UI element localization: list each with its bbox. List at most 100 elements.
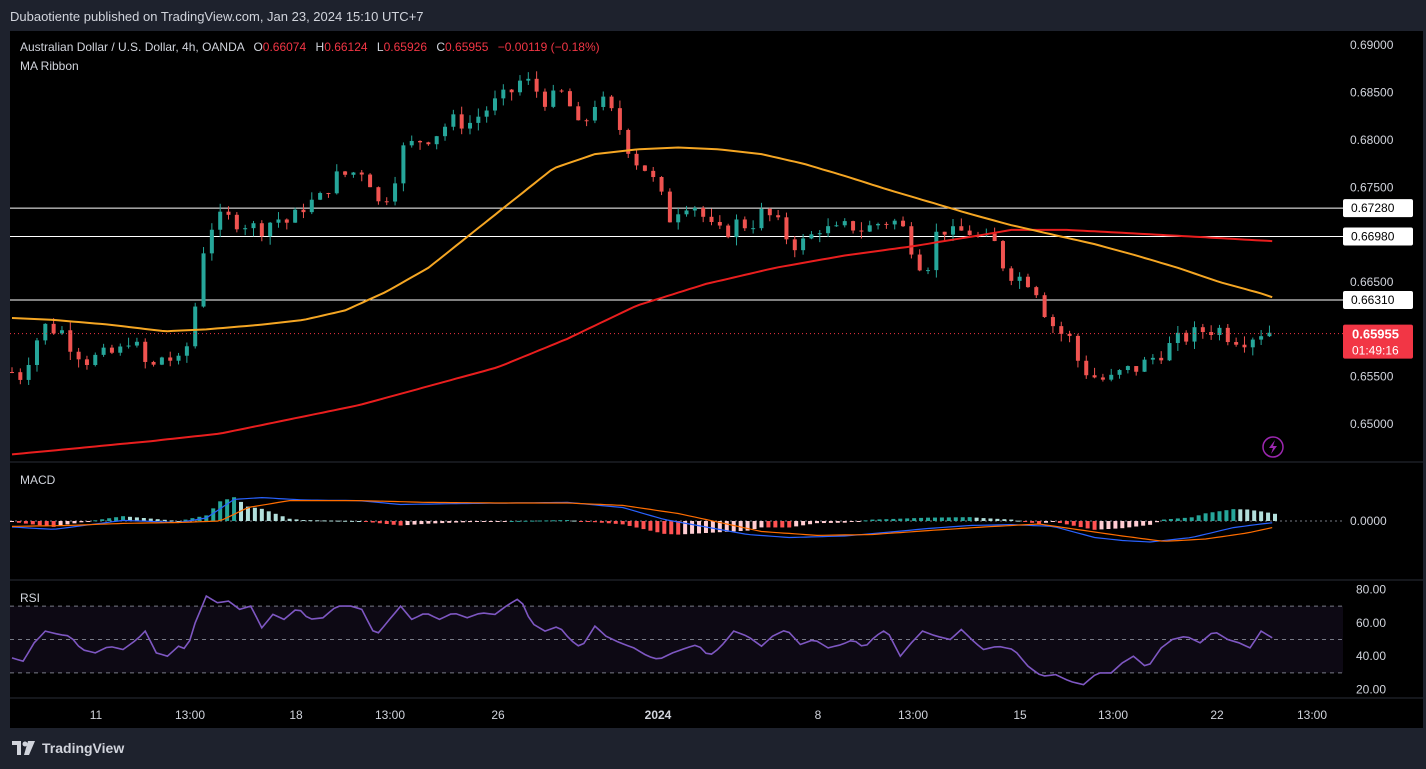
macd-histogram-bar[interactable] <box>717 521 722 533</box>
candle-body[interactable] <box>1259 336 1264 340</box>
macd-histogram-bar[interactable] <box>37 521 42 526</box>
macd-histogram-bar[interactable] <box>1009 519 1014 521</box>
macd-histogram-bar[interactable] <box>1217 511 1222 521</box>
macd-histogram-bar[interactable] <box>266 511 271 521</box>
candle-body[interactable] <box>1050 317 1055 327</box>
macd-histogram-bar[interactable] <box>183 519 188 521</box>
candle-body[interactable] <box>359 172 364 175</box>
candle-body[interactable] <box>651 170 656 178</box>
candle-body[interactable] <box>526 78 531 81</box>
candle-body[interactable] <box>1225 327 1230 343</box>
macd-histogram-bar[interactable] <box>766 521 771 528</box>
macd-histogram-bar[interactable] <box>710 521 715 533</box>
macd-histogram-bar[interactable] <box>412 521 417 525</box>
macd-histogram-bar[interactable] <box>752 521 757 529</box>
candle-body[interactable] <box>534 78 539 92</box>
macd-histogram-bar[interactable] <box>1175 518 1180 521</box>
candle-body[interactable] <box>1075 335 1080 361</box>
candle-body[interactable] <box>1192 327 1197 342</box>
candle-body[interactable] <box>634 153 639 166</box>
macd-histogram-bar[interactable] <box>176 521 181 522</box>
macd-histogram-bar[interactable] <box>967 517 972 521</box>
macd-histogram-bar[interactable] <box>821 521 826 524</box>
macd-histogram-bar[interactable] <box>1106 521 1111 529</box>
macd-histogram-bar[interactable] <box>447 521 452 523</box>
candle-body[interactable] <box>76 351 81 360</box>
candle-body[interactable] <box>459 114 464 129</box>
macd-histogram-bar[interactable] <box>1168 519 1173 521</box>
macd-histogram-bar[interactable] <box>1023 521 1028 522</box>
macd-histogram-bar[interactable] <box>620 521 625 525</box>
candle-body[interactable] <box>59 330 64 334</box>
candle-body[interactable] <box>318 193 323 200</box>
candle-body[interactable] <box>1067 333 1072 336</box>
macd-histogram-bar[interactable] <box>433 521 438 524</box>
candle-body[interactable] <box>726 225 731 238</box>
macd-histogram-bar[interactable] <box>537 520 542 522</box>
macd-histogram-bar[interactable] <box>759 521 764 528</box>
macd-histogram-bar[interactable] <box>370 521 375 523</box>
candle-body[interactable] <box>1242 344 1247 348</box>
macd-histogram-bar[interactable] <box>1189 517 1194 521</box>
candle-body[interactable] <box>293 209 298 223</box>
candle-body[interactable] <box>1150 357 1155 360</box>
macd-histogram-bar[interactable] <box>1245 509 1250 521</box>
macd-histogram-bar[interactable] <box>1050 521 1055 522</box>
candle-body[interactable] <box>1000 241 1005 269</box>
macd-histogram-bar[interactable] <box>44 521 49 527</box>
macd-histogram-bar[interactable] <box>780 521 785 528</box>
macd-histogram-bar[interactable] <box>724 521 729 532</box>
macd-histogram-bar[interactable] <box>960 517 965 521</box>
macd-histogram-bar[interactable] <box>1092 521 1097 530</box>
macd-histogram-bar[interactable] <box>995 518 1000 521</box>
candle-body[interactable] <box>201 253 206 307</box>
macd-histogram-bar[interactable] <box>1259 511 1264 521</box>
macd-histogram-bar[interactable] <box>30 521 35 525</box>
candle-body[interactable] <box>809 234 814 239</box>
footer-brand[interactable]: TradingView <box>12 740 124 756</box>
candle-body[interactable] <box>842 221 847 226</box>
macd-histogram-bar[interactable] <box>655 521 660 533</box>
candle-body[interactable] <box>1100 377 1105 380</box>
macd-histogram-bar[interactable] <box>905 518 910 521</box>
macd-histogram-bar[interactable] <box>1134 521 1139 527</box>
macd-histogram-bar[interactable] <box>1078 521 1083 528</box>
macd-histogram-bar[interactable] <box>648 521 653 531</box>
macd-histogram-bar[interactable] <box>1085 521 1090 529</box>
macd-histogram-bar[interactable] <box>516 520 521 522</box>
macd-histogram-bar[interactable] <box>683 521 688 535</box>
macd-histogram-bar[interactable] <box>10 521 14 522</box>
macd-histogram-bar[interactable] <box>114 517 119 521</box>
candle-body[interactable] <box>1109 374 1114 380</box>
candle-body[interactable] <box>609 96 614 109</box>
ma-fast-line[interactable] <box>11 146 1273 333</box>
macd-histogram-bar[interactable] <box>613 521 618 524</box>
macd-histogram-bar[interactable] <box>801 521 806 526</box>
macd-histogram-bar[interactable] <box>419 521 424 525</box>
candle-body[interactable] <box>601 96 606 107</box>
macd-histogram-bar[interactable] <box>280 516 285 521</box>
candle-body[interactable] <box>1209 332 1214 336</box>
candle-body[interactable] <box>351 172 356 175</box>
macd-histogram-bar[interactable] <box>919 517 924 521</box>
macd-histogram-bar[interactable] <box>405 521 410 526</box>
candle-body[interactable] <box>126 345 131 347</box>
candle-body[interactable] <box>692 207 697 211</box>
macd-histogram-bar[interactable] <box>16 521 21 523</box>
macd-histogram-bar[interactable] <box>1210 512 1215 521</box>
macd-histogram-bar[interactable] <box>814 521 819 524</box>
candle-body[interactable] <box>501 89 506 99</box>
candle-body[interactable] <box>1142 359 1147 372</box>
macd-histogram-bar[interactable] <box>849 521 854 522</box>
candle-body[interactable] <box>734 219 739 238</box>
candle-body[interactable] <box>917 254 922 271</box>
macd-histogram-bar[interactable] <box>461 521 466 523</box>
candle-body[interactable] <box>376 187 381 202</box>
candle-body[interactable] <box>301 209 306 213</box>
macd-histogram-bar[interactable] <box>794 521 799 527</box>
macd-histogram-bar[interactable] <box>669 521 674 535</box>
macd-histogram-bar[interactable] <box>315 520 320 522</box>
ma-slow-line[interactable] <box>11 228 1273 456</box>
candle-body[interactable] <box>234 214 239 230</box>
candle-body[interactable] <box>817 233 822 235</box>
